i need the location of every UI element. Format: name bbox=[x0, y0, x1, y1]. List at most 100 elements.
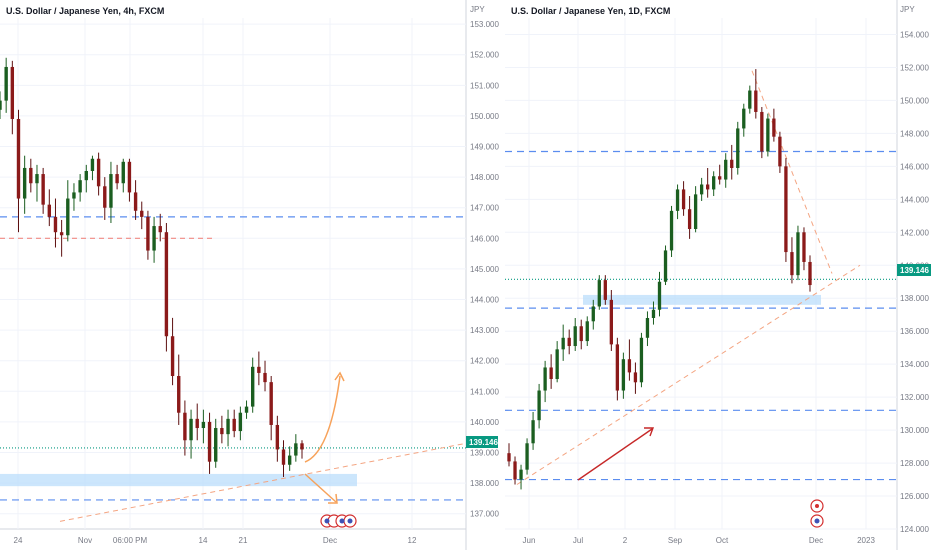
left-y-tick-label: 141.000 bbox=[470, 387, 499, 396]
left-bullish-arrow bbox=[304, 375, 341, 463]
right-y-tick-label: 134.000 bbox=[900, 360, 929, 369]
right-descending-trend-line bbox=[751, 70, 833, 274]
right-candle bbox=[561, 337, 565, 350]
right-candle bbox=[627, 359, 632, 373]
right-candle bbox=[802, 232, 806, 262]
right-annotations bbox=[505, 70, 897, 485]
right-currency-label: JPY bbox=[900, 5, 915, 14]
us-flag-icon-dot bbox=[814, 518, 820, 524]
right-candle bbox=[657, 281, 662, 310]
left-candle bbox=[275, 424, 280, 450]
left-candle bbox=[195, 418, 199, 429]
right-candle bbox=[754, 90, 758, 112]
left-candle bbox=[103, 186, 107, 208]
right-candle bbox=[567, 337, 571, 347]
left-x-tick-label: 21 bbox=[239, 536, 248, 545]
right-candle bbox=[718, 176, 722, 180]
right-candle bbox=[693, 194, 698, 229]
left-candle bbox=[281, 449, 286, 465]
right-y-tick-label: 150.000 bbox=[900, 96, 929, 105]
left-y-tick-label: 144.000 bbox=[470, 296, 499, 305]
right-y-tick-label: 138.000 bbox=[900, 294, 929, 303]
left-y-tick-label: 142.000 bbox=[470, 357, 499, 366]
right-candle bbox=[609, 299, 613, 345]
left-y-tick-label: 139.000 bbox=[470, 449, 499, 458]
right-trend-arrowhead bbox=[644, 427, 655, 437]
right-candles bbox=[507, 69, 812, 490]
right-last-price: 139.146 bbox=[900, 266, 929, 275]
left-candle bbox=[269, 382, 273, 425]
left-x-tick-label: 06:00 PM bbox=[113, 536, 148, 545]
right-x-axis: Jun Jul 2 Sep Oct Dec 2023 bbox=[523, 536, 876, 545]
right-candle bbox=[712, 176, 716, 190]
left-candle bbox=[164, 232, 169, 337]
right-candle bbox=[681, 189, 686, 210]
left-x-tick-label: 24 bbox=[14, 536, 23, 545]
right-candle bbox=[603, 280, 607, 300]
left-annotations bbox=[0, 216, 467, 522]
left-currency-label: JPY bbox=[470, 5, 485, 14]
left-bullish-arrowhead bbox=[334, 371, 345, 382]
right-candle bbox=[663, 250, 668, 282]
right-candle bbox=[736, 128, 740, 169]
left-trend-line bbox=[59, 442, 467, 522]
right-y-tick-label: 126.000 bbox=[900, 492, 929, 501]
left-candle bbox=[22, 167, 27, 199]
left-candle bbox=[170, 336, 175, 377]
right-candle bbox=[651, 309, 656, 319]
left-x-tick-label: Nov bbox=[78, 536, 92, 545]
left-candle bbox=[0, 100, 2, 110]
left-candle bbox=[47, 204, 52, 217]
right-candle bbox=[748, 90, 752, 109]
right-candle bbox=[513, 461, 517, 480]
left-candles bbox=[0, 57, 304, 477]
right-candle bbox=[699, 184, 704, 195]
right-y-tick-label: 144.000 bbox=[900, 195, 929, 204]
left-x-axis: 24 Nov 06:00 PM 14 21 Dec 12 bbox=[14, 536, 417, 545]
right-trend-arrow bbox=[577, 428, 653, 481]
right-candle bbox=[808, 261, 812, 286]
left-candle bbox=[10, 66, 15, 119]
left-x-tick-label: 12 bbox=[408, 536, 417, 545]
left-candle bbox=[250, 366, 255, 407]
left-y-tick-label: 152.000 bbox=[470, 51, 499, 60]
left-last-price-badge bbox=[466, 436, 498, 448]
right-y-tick-label: 154.000 bbox=[900, 30, 929, 39]
right-event-icons[interactable] bbox=[810, 499, 824, 528]
left-candle bbox=[90, 158, 95, 171]
left-x-tick-label: Dec bbox=[323, 536, 337, 545]
left-y-tick-label: 148.000 bbox=[470, 173, 499, 182]
right-y-tick-label: 142.000 bbox=[900, 228, 929, 237]
right-candle bbox=[645, 318, 650, 338]
right-last-price-badge bbox=[897, 264, 931, 276]
left-chart-title: U.S. Dollar / Japanese Yen, 4h, FXCM bbox=[6, 6, 164, 16]
right-candle bbox=[531, 420, 535, 444]
right-candle bbox=[790, 252, 794, 276]
left-event-icons[interactable] bbox=[320, 514, 357, 528]
right-y-tick-label: 152.000 bbox=[900, 63, 929, 72]
right-candle bbox=[543, 367, 547, 391]
right-x-tick-label: Jun bbox=[523, 536, 536, 545]
right-y-tick-label: 148.000 bbox=[900, 129, 929, 138]
right-y-tick-label: 128.000 bbox=[900, 459, 929, 468]
right-candle bbox=[669, 210, 674, 251]
left-candle bbox=[72, 192, 76, 199]
right-candle bbox=[537, 390, 541, 421]
right-x-tick-label: Sep bbox=[668, 536, 683, 545]
left-x-tick-label: 14 bbox=[199, 536, 208, 545]
event-icon-dot bbox=[815, 504, 819, 508]
right-trend-line bbox=[516, 264, 861, 485]
left-y-tick-label: 151.000 bbox=[470, 81, 499, 90]
right-candle bbox=[760, 111, 764, 152]
right-y-tick-label: 136.000 bbox=[900, 327, 929, 336]
right-candle bbox=[675, 189, 680, 211]
left-candle bbox=[201, 421, 206, 429]
left-candle bbox=[146, 216, 150, 251]
left-candle bbox=[232, 418, 236, 432]
left-candle bbox=[244, 406, 249, 413]
right-x-tick-label: Oct bbox=[716, 536, 729, 545]
right-y-tick-label: 130.000 bbox=[900, 426, 929, 435]
right-candle bbox=[772, 118, 776, 137]
left-candle bbox=[257, 366, 261, 373]
